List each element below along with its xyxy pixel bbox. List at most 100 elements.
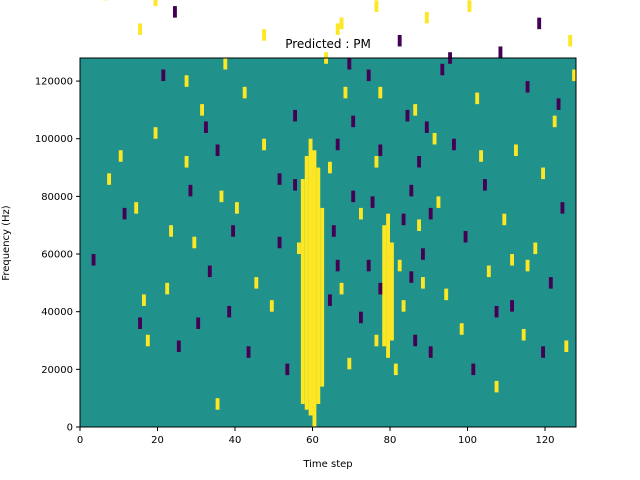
- heatmap-cell: [494, 305, 499, 318]
- heatmap-band: [304, 156, 309, 410]
- y-axis: 0 20000 40000 60000 80000 100000 120000: [35, 77, 80, 434]
- chart-title: Predicted : PM: [285, 37, 371, 51]
- heatmap-cell: [479, 150, 483, 162]
- heatmap-cell: [188, 184, 193, 197]
- heatmap-cell: [459, 323, 464, 335]
- heatmap-cell: [122, 207, 127, 220]
- heatmap-cell: [227, 305, 232, 318]
- heatmap-cell: [242, 86, 247, 99]
- heatmap-cell: [510, 254, 514, 266]
- heatmap-cell: [331, 225, 336, 237]
- heatmap-cell: [409, 271, 414, 283]
- heatmap-cell: [421, 277, 425, 289]
- x-tick-label: 80: [384, 435, 397, 446]
- heatmap-cell: [153, 0, 158, 7]
- heatmap-cell: [293, 179, 297, 191]
- heatmap-cell: [432, 132, 437, 145]
- heatmap-cell: [293, 109, 297, 122]
- heatmap-cell: [138, 317, 142, 329]
- heatmap-cell: [486, 265, 491, 278]
- heatmap-cell: [277, 236, 282, 249]
- heatmap-cell: [215, 398, 220, 410]
- heatmap-cell: [409, 184, 414, 197]
- heatmap-cell: [169, 225, 173, 237]
- heatmap-cell: [564, 340, 569, 353]
- heatmap-cell: [471, 363, 476, 376]
- heatmap-cell: [541, 167, 545, 180]
- heatmap-cell: [417, 219, 421, 231]
- y-tick-label: 120000: [35, 77, 73, 88]
- heatmap-cell: [91, 254, 96, 266]
- heatmap-cell: [401, 300, 406, 312]
- heatmap-cell: [374, 334, 379, 347]
- y-tick-label: 20000: [41, 365, 73, 376]
- heatmap-cell: [483, 179, 487, 191]
- heatmap-cell: [165, 282, 170, 295]
- heatmap-cell: [417, 156, 421, 168]
- x-axis: 0 20 40 60 80 100 120: [77, 427, 555, 446]
- heatmap-cell: [343, 86, 348, 99]
- heatmap-cell: [541, 346, 545, 358]
- heatmap-cell: [370, 196, 375, 208]
- heatmap-cell: [219, 190, 224, 203]
- heatmap-cell: [204, 121, 208, 133]
- heatmap-cell: [393, 363, 398, 376]
- heatmap-band: [312, 150, 317, 427]
- heatmap-cell: [537, 17, 542, 30]
- heatmap-cell: [285, 363, 290, 376]
- heatmap-cell: [215, 144, 220, 157]
- heatmap-cell: [378, 144, 383, 157]
- heatmap-cell: [424, 121, 429, 133]
- heatmap-cell: [223, 58, 228, 70]
- heatmap-cell: [502, 213, 507, 226]
- heatmap-cell: [231, 225, 235, 237]
- heatmap-cell: [142, 294, 146, 306]
- heatmap-cell: [118, 150, 123, 162]
- heatmap-cell: [510, 300, 514, 312]
- heatmap-cell: [413, 104, 418, 116]
- heatmap-cell: [533, 242, 538, 255]
- x-tick-label: 100: [458, 435, 477, 446]
- heatmap-cell: [548, 277, 553, 289]
- heatmap-cell: [184, 156, 189, 168]
- heatmap-cell: [339, 282, 344, 295]
- heatmap-cell: [397, 259, 402, 272]
- heatmap-cell: [424, 11, 429, 24]
- heatmap-cell: [525, 81, 530, 93]
- heatmap-cell: [378, 86, 383, 99]
- heatmap-cell: [262, 29, 266, 41]
- heatmap-cell: [134, 202, 139, 214]
- heatmap-cell: [328, 161, 332, 174]
- plot-area: [80, 0, 576, 427]
- heatmap-cell: [475, 92, 480, 105]
- heatmap-band: [386, 213, 390, 358]
- heatmap-cell: [192, 236, 197, 249]
- heatmap-cell: [347, 357, 352, 370]
- heatmap-cell: [153, 127, 158, 139]
- heatmap-cell: [207, 265, 212, 278]
- heatmap-cell: [413, 334, 418, 347]
- heatmap-cell: [498, 46, 503, 58]
- heatmap-cell: [339, 17, 344, 30]
- heatmap-cell: [359, 207, 363, 220]
- y-tick-label: 100000: [35, 134, 73, 145]
- heatmap-cell: [401, 213, 406, 226]
- heatmap-cell: [184, 75, 189, 87]
- heatmap-cell: [405, 109, 410, 122]
- y-tick-label: 80000: [41, 192, 73, 203]
- heatmap-cell: [200, 104, 204, 116]
- heatmap-band: [320, 207, 325, 387]
- x-tick-label: 0: [77, 435, 83, 446]
- heatmap-cell: [467, 0, 472, 12]
- heatmap-cell: [436, 196, 441, 208]
- heatmap-cell: [572, 69, 576, 82]
- y-tick-label: 60000: [41, 250, 73, 261]
- heatmap-cell: [494, 380, 499, 393]
- heatmap-cell: [269, 300, 274, 312]
- heatmap-cell: [374, 0, 379, 12]
- heatmap-cell: [378, 282, 383, 295]
- y-axis-label: Frequency (Hz): [1, 205, 12, 281]
- heatmap-band: [316, 167, 321, 404]
- heatmap-cell: [138, 23, 142, 35]
